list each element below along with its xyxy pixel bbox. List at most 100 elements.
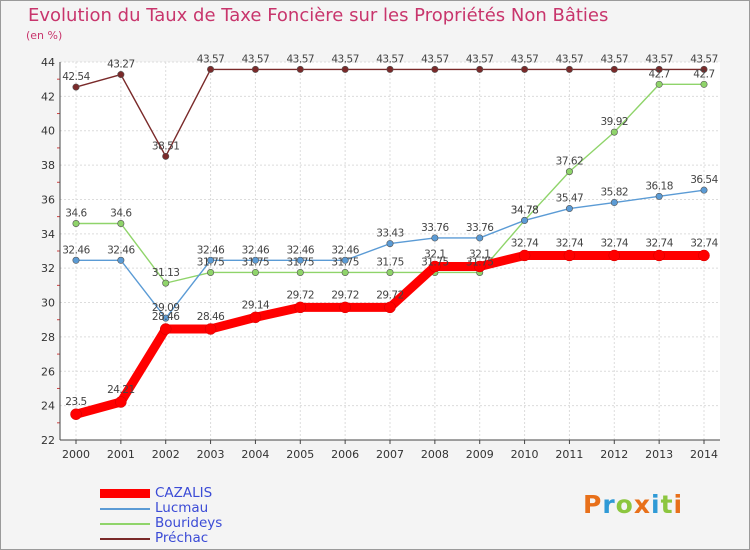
data-point-bourideys	[656, 81, 662, 87]
y-tick-label: 44	[41, 56, 55, 69]
x-tick-label: 2013	[645, 448, 673, 461]
data-point-lucmau	[701, 187, 707, 193]
data-point-cazalis	[519, 250, 530, 261]
data-point-bourideys	[163, 280, 169, 286]
y-tick-label: 36	[41, 193, 55, 206]
data-label-prechac: 43.57	[556, 53, 584, 65]
data-point-lucmau	[521, 217, 527, 223]
x-tick-label: 2006	[331, 448, 359, 461]
data-label-bourideys: 31.13	[152, 267, 180, 279]
x-tick-label: 2011	[555, 448, 583, 461]
y-tick-label: 22	[41, 434, 55, 447]
data-point-cazalis	[654, 250, 665, 261]
data-label-lucmau: 33.43	[376, 228, 404, 240]
data-point-cazalis	[699, 250, 710, 261]
y-tick-label: 32	[41, 262, 55, 275]
data-point-cazalis	[160, 324, 171, 335]
data-point-prechac	[73, 84, 79, 90]
data-label-bourideys: 39.92	[601, 116, 629, 128]
x-tick-label: 2009	[466, 448, 494, 461]
data-point-cazalis	[385, 302, 396, 313]
data-label-cazalis: 32.74	[601, 237, 629, 249]
data-label-prechac: 43.57	[421, 53, 449, 65]
logo-letter: x	[634, 490, 651, 519]
data-point-lucmau	[387, 240, 393, 246]
data-label-bourideys: 31.75	[197, 256, 225, 268]
data-label-bourideys: 34.6	[110, 208, 132, 220]
data-label-prechac: 43.57	[511, 53, 539, 65]
data-point-bourideys	[297, 269, 303, 275]
x-tick-label: 2005	[286, 448, 314, 461]
data-point-cazalis	[564, 250, 575, 261]
data-label-prechac: 42.54	[62, 71, 90, 83]
data-label-prechac: 43.57	[242, 53, 270, 65]
data-point-cazalis	[340, 302, 351, 313]
x-tick-label: 2004	[241, 448, 269, 461]
legend-item-prechac: Préchac	[100, 531, 222, 546]
y-tick-label: 38	[41, 159, 55, 172]
legend-label: Bourideys	[155, 516, 222, 531]
data-point-prechac	[207, 66, 213, 72]
data-label-cazalis: 29.72	[376, 289, 404, 301]
line-chart: 2224262830323436384042442000 2001 2002 2003…	[0, 0, 750, 550]
data-label-lucmau: 33.76	[421, 222, 449, 234]
data-label-cazalis: 28.46	[197, 311, 225, 323]
logo-letter: P	[583, 490, 602, 519]
data-point-prechac	[163, 153, 169, 159]
logo-letter: t	[661, 490, 674, 519]
data-label-bourideys: 37.62	[556, 156, 584, 168]
x-tick-label: 2001	[107, 448, 135, 461]
data-point-lucmau	[611, 199, 617, 205]
data-label-cazalis: 29.72	[331, 289, 359, 301]
y-tick-label: 24	[41, 400, 55, 413]
y-tick-label: 30	[41, 297, 55, 310]
legend: CAZALIS Lucmau Bourideys Préchac	[100, 486, 222, 546]
legend-label: CAZALIS	[155, 486, 212, 501]
logo-letter: o	[616, 490, 634, 519]
data-point-lucmau	[656, 193, 662, 199]
legend-item-bourideys: Bourideys	[100, 516, 222, 531]
legend-label: Préchac	[155, 531, 208, 546]
data-point-prechac	[611, 66, 617, 72]
data-label-bourideys: 42.7	[648, 68, 669, 80]
legend-swatch	[100, 523, 150, 525]
data-label-prechac: 43.57	[466, 53, 494, 65]
data-point-prechac	[566, 66, 572, 72]
data-point-bourideys	[387, 269, 393, 275]
data-point-prechac	[252, 66, 258, 72]
data-label-lucmau: 36.54	[690, 174, 718, 186]
y-tick-label: 28	[41, 331, 55, 344]
data-label-lucmau: 32.46	[62, 244, 90, 256]
data-point-prechac	[118, 71, 124, 77]
data-point-cazalis	[205, 324, 216, 335]
data-point-bourideys	[252, 269, 258, 275]
data-point-cazalis	[609, 250, 620, 261]
data-label-lucmau: 34.78	[511, 204, 539, 216]
logo-letter: i	[651, 490, 661, 519]
data-point-bourideys	[701, 81, 707, 87]
data-label-bourideys: 31.75	[376, 256, 404, 268]
data-label-bourideys: 31.75	[331, 256, 359, 268]
data-label-cazalis: 29.14	[242, 299, 270, 311]
data-label-prechac: 43.57	[690, 53, 718, 65]
data-point-cazalis	[115, 397, 126, 408]
data-point-prechac	[521, 66, 527, 72]
data-point-cazalis	[71, 409, 82, 420]
data-point-lucmau	[477, 235, 483, 241]
data-point-prechac	[342, 66, 348, 72]
data-label-bourideys: 42.7	[693, 68, 714, 80]
data-label-cazalis: 32.74	[556, 237, 584, 249]
data-label-cazalis: 32.1	[469, 248, 490, 260]
data-label-prechac: 43.57	[645, 53, 673, 65]
data-point-lucmau	[432, 235, 438, 241]
y-tick-label: 34	[41, 228, 55, 241]
x-tick-label: 2000	[62, 448, 90, 461]
data-label-lucmau: 32.46	[242, 244, 270, 256]
data-label-lucmau: 33.76	[466, 222, 494, 234]
data-point-bourideys	[118, 220, 124, 226]
logo-letter: i	[674, 490, 684, 519]
data-label-cazalis: 24.21	[107, 384, 135, 396]
data-point-bourideys	[73, 220, 79, 226]
data-label-cazalis: 28.46	[152, 311, 180, 323]
proxiti-logo: Proxiti	[583, 490, 683, 519]
